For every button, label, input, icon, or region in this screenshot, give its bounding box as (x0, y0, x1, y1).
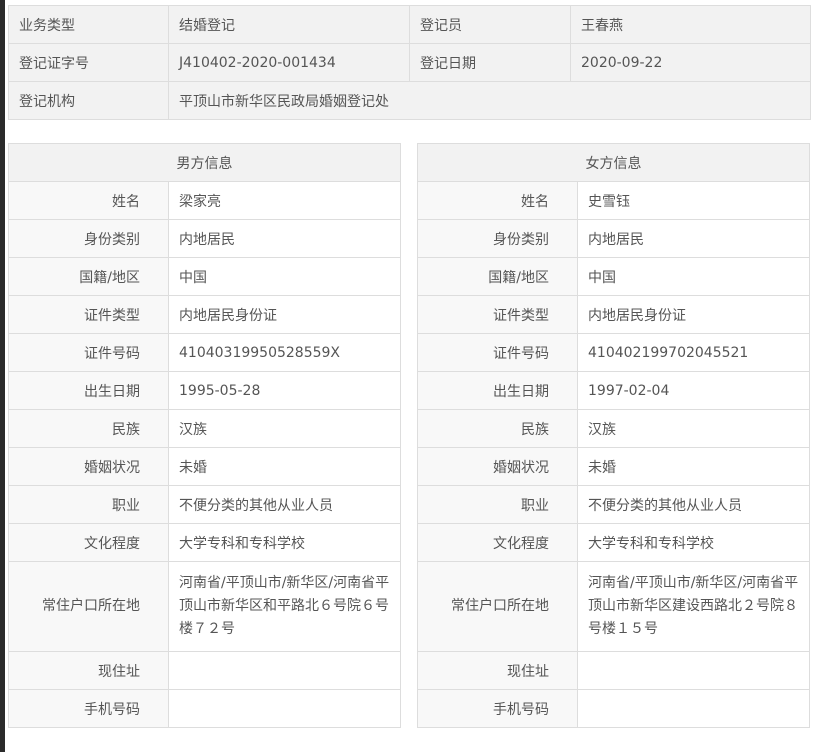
male-field-value (168, 689, 401, 728)
table-row: 文化程度 大学专科和专科学校 (417, 523, 810, 562)
male-field-label: 姓名 (8, 181, 169, 220)
male-field-value: 41040319950528559X (168, 333, 401, 372)
table-row: 常住户口所在地 河南省/平顶山市/新华区/河南省平顶山市新华区和平路北６号院６号楼… (8, 561, 401, 652)
male-field-value: 梁家亮 (168, 181, 401, 220)
registrar-value: 王春燕 (570, 5, 811, 44)
org-label: 登记机构 (8, 81, 169, 120)
table-row: 婚姻状况 未婚 (8, 447, 401, 486)
female-field-value: 史雪钰 (577, 181, 810, 220)
female-field-label: 出生日期 (417, 371, 578, 410)
male-info-table: 男方信息 姓名 梁家亮 身份类别 内地居民 国籍/地区 中国 证件类型 内地居民身份证 证件号码… (8, 143, 401, 728)
table-row: 婚姻状况 未婚 (417, 447, 810, 486)
male-field-label: 现住址 (8, 651, 169, 690)
table-row: 姓名 史雪钰 (417, 181, 810, 220)
male-field-label: 身份类别 (8, 219, 169, 258)
male-field-label: 出生日期 (8, 371, 169, 410)
male-field-value: 未婚 (168, 447, 401, 486)
female-field-value: 河南省/平顶山市/新华区/河南省平顶山市新华区建设西路北２号院８号楼１５号 (577, 561, 810, 652)
male-field-label: 婚姻状况 (8, 447, 169, 486)
female-field-label: 文化程度 (417, 523, 578, 562)
date-label: 登记日期 (409, 43, 571, 82)
male-field-value: 中国 (168, 257, 401, 296)
male-info-header: 男方信息 (8, 143, 401, 182)
female-field-value: 内地居民 (577, 219, 810, 258)
female-field-value: 不便分类的其他从业人员 (577, 485, 810, 524)
table-row: 证件号码 41040319950528559X (8, 333, 401, 372)
table-row: 常住户口所在地 河南省/平顶山市/新华区/河南省平顶山市新华区建设西路北２号院８号… (417, 561, 810, 652)
male-field-value (168, 651, 401, 690)
female-info-header: 女方信息 (417, 143, 810, 182)
female-field-value: 中国 (577, 257, 810, 296)
table-row: 业务类型 结婚登记 登记员 王春燕 (8, 5, 811, 44)
female-field-value: 内地居民身份证 (577, 295, 810, 334)
male-field-label: 常住户口所在地 (8, 561, 169, 652)
table-row: 现住址 (417, 651, 810, 690)
table-row: 现住址 (8, 651, 401, 690)
table-row: 登记证字号 J410402-2020-001434 登记日期 2020-09-2… (8, 43, 811, 82)
table-row: 证件类型 内地居民身份证 (417, 295, 810, 334)
male-field-value: 汉族 (168, 409, 401, 448)
table-row: 职业 不便分类的其他从业人员 (8, 485, 401, 524)
cert-no-label: 登记证字号 (8, 43, 169, 82)
male-field-label: 手机号码 (8, 689, 169, 728)
female-field-value: 汉族 (577, 409, 810, 448)
table-row: 手机号码 (417, 689, 810, 728)
female-field-label: 证件类型 (417, 295, 578, 334)
female-field-label: 民族 (417, 409, 578, 448)
female-info-table: 女方信息 姓名 史雪钰 身份类别 内地居民 国籍/地区 中国 证件类型 内地居民身份证 证件号码… (417, 143, 810, 728)
male-field-label: 证件类型 (8, 295, 169, 334)
table-row: 手机号码 (8, 689, 401, 728)
male-field-label: 职业 (8, 485, 169, 524)
female-field-label: 身份类别 (417, 219, 578, 258)
registrar-label: 登记员 (409, 5, 571, 44)
female-field-label: 姓名 (417, 181, 578, 220)
table-row: 民族 汉族 (8, 409, 401, 448)
table-row: 姓名 梁家亮 (8, 181, 401, 220)
female-field-label: 国籍/地区 (417, 257, 578, 296)
female-field-value: 410402199702045521 (577, 333, 810, 372)
org-value: 平顶山市新华区民政局婚姻登记处 (168, 81, 811, 120)
male-field-label: 民族 (8, 409, 169, 448)
table-row: 身份类别 内地居民 (8, 219, 401, 258)
female-field-label: 现住址 (417, 651, 578, 690)
table-row: 职业 不便分类的其他从业人员 (417, 485, 810, 524)
female-field-label: 常住户口所在地 (417, 561, 578, 652)
female-field-value (577, 651, 810, 690)
date-value: 2020-09-22 (570, 43, 811, 82)
male-field-value: 河南省/平顶山市/新华区/河南省平顶山市新华区和平路北６号院６号楼７２号 (168, 561, 401, 652)
male-field-label: 文化程度 (8, 523, 169, 562)
male-field-label: 国籍/地区 (8, 257, 169, 296)
male-field-label: 证件号码 (8, 333, 169, 372)
table-row: 民族 汉族 (417, 409, 810, 448)
window-edge (0, 0, 5, 752)
male-field-value: 内地居民 (168, 219, 401, 258)
female-field-value: 1997-02-04 (577, 371, 810, 410)
female-field-value: 未婚 (577, 447, 810, 486)
table-row: 证件号码 410402199702045521 (417, 333, 810, 372)
table-row: 身份类别 内地居民 (417, 219, 810, 258)
table-row: 登记机构 平顶山市新华区民政局婚姻登记处 (8, 81, 811, 120)
table-row: 国籍/地区 中国 (8, 257, 401, 296)
male-field-value: 不便分类的其他从业人员 (168, 485, 401, 524)
table-row: 国籍/地区 中国 (417, 257, 810, 296)
female-field-label: 证件号码 (417, 333, 578, 372)
male-field-value: 1995-05-28 (168, 371, 401, 410)
female-field-label: 婚姻状况 (417, 447, 578, 486)
female-field-value (577, 689, 810, 728)
male-field-value: 内地居民身份证 (168, 295, 401, 334)
female-field-value: 大学专科和专科学校 (577, 523, 810, 562)
registration-summary-table: 业务类型 结婚登记 登记员 王春燕 登记证字号 J410402-2020-001… (8, 5, 811, 120)
female-field-label: 职业 (417, 485, 578, 524)
table-row: 文化程度 大学专科和专科学校 (8, 523, 401, 562)
cert-no-value: J410402-2020-001434 (168, 43, 410, 82)
business-type-label: 业务类型 (8, 5, 169, 44)
male-field-value: 大学专科和专科学校 (168, 523, 401, 562)
table-row: 出生日期 1997-02-04 (417, 371, 810, 410)
female-field-label: 手机号码 (417, 689, 578, 728)
table-row: 出生日期 1995-05-28 (8, 371, 401, 410)
business-type-value: 结婚登记 (168, 5, 410, 44)
table-row: 证件类型 内地居民身份证 (8, 295, 401, 334)
